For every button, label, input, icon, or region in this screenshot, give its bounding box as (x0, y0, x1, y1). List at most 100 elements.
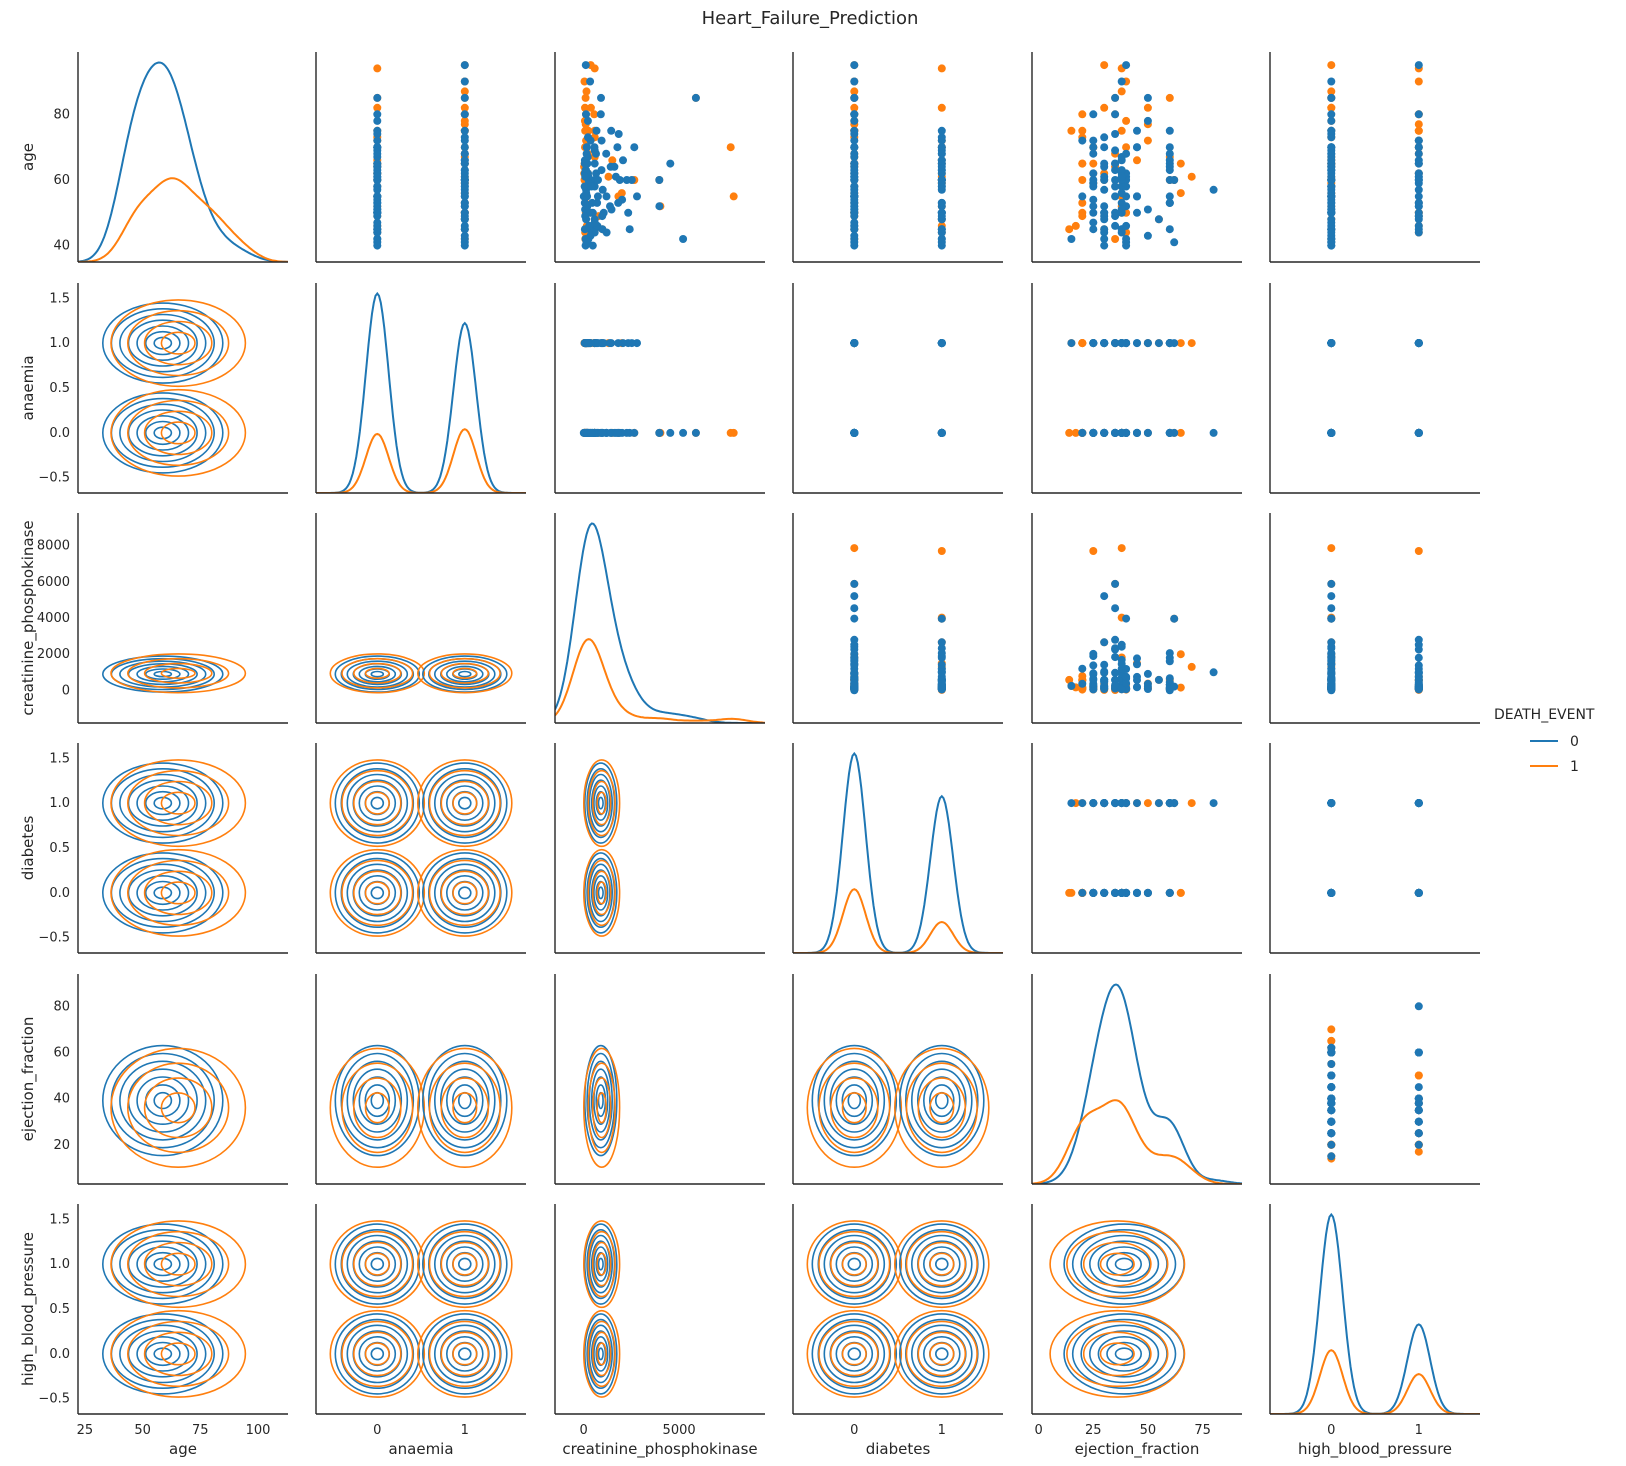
scatter-point-class-0 (614, 339, 623, 348)
contour-class-1 (1099, 1252, 1135, 1276)
scatter-point-class-0 (691, 93, 700, 102)
scatter-point-class-0 (1414, 212, 1423, 221)
scatter-point-class-0 (460, 198, 469, 207)
scatter-point-class-0 (1414, 339, 1423, 348)
contour-class-1 (596, 881, 608, 905)
contour-class-0 (583, 852, 618, 934)
contour-class-1 (452, 881, 478, 905)
scatter-point-class-0 (586, 77, 595, 86)
contour-class-1 (1082, 1241, 1152, 1287)
panel-content (1327, 61, 1423, 250)
contour-class-0 (102, 1313, 224, 1395)
contour-class-1 (364, 791, 390, 815)
contour-class-1 (596, 1252, 608, 1276)
contour-class-0 (102, 852, 224, 934)
scatter-point-class-0 (598, 339, 607, 348)
contour-class-0 (593, 875, 609, 911)
contour-class-1 (364, 667, 390, 679)
contour-class-0 (421, 1313, 508, 1395)
scatter-point-class-0 (583, 238, 592, 247)
x-tick-label: 1 (938, 1423, 946, 1438)
scatter-point-class-1 (1133, 156, 1141, 165)
contour-class-1 (160, 1342, 196, 1366)
scatter-point-class-0 (1143, 339, 1152, 348)
contour-class-1 (582, 1220, 621, 1309)
contour-class-0 (144, 420, 181, 446)
contour-class-1 (329, 1047, 426, 1169)
scatter-point-class-1 (1078, 176, 1087, 184)
scatter-point-class-1 (373, 64, 382, 73)
contour-class-1 (352, 662, 402, 684)
scatter-point-class-1 (1176, 888, 1185, 897)
scatter-point-class-0 (1111, 130, 1120, 138)
scatter-point-class-0 (850, 195, 859, 204)
scatter-point-class-0 (850, 339, 859, 348)
scatter-point-class-0 (597, 166, 606, 175)
scatter-point-class-0 (373, 212, 382, 221)
panel-content (582, 1220, 621, 1398)
scatter-point-class-0 (1414, 61, 1423, 70)
scatter-point-class-0 (1111, 110, 1120, 119)
contour-class-1 (352, 1241, 402, 1287)
panel-content (1065, 544, 1218, 695)
scatter-point-class-0 (1111, 212, 1120, 221)
scatter-point-class-0 (1100, 208, 1109, 217)
scatter-point-class-1 (586, 103, 595, 112)
scatter-point-class-0 (1111, 93, 1120, 102)
contour-class-0 (922, 1246, 961, 1283)
scatter-point-class-0 (1122, 679, 1131, 688)
scatter-point-class-0 (1078, 192, 1087, 201)
contour-class-0 (136, 785, 190, 822)
y-tick-label: 2000 (37, 647, 70, 662)
scatter-point-class-0 (588, 198, 597, 207)
scatter-point-class-0 (1327, 1129, 1336, 1138)
contour-class-1 (591, 1241, 612, 1287)
scatter-point-class-0 (1100, 668, 1109, 677)
scatter-point-class-0 (1111, 146, 1120, 155)
scatter-point-class-0 (655, 428, 664, 437)
contour-class-0 (1071, 1318, 1177, 1389)
scatter-point-class-0 (937, 212, 946, 221)
panel-diabetes-vs-age: −0.5 0.0 0.5 1.0 1.5 diabetes (19, 743, 288, 954)
contour-class-1 (428, 1230, 501, 1298)
scatter-point-class-0 (850, 668, 859, 677)
contour-class-1 (329, 848, 426, 937)
contour-class-0 (898, 1223, 985, 1305)
contour-class-1 (110, 388, 247, 477)
contour-class-0 (1088, 1240, 1160, 1288)
contour-class-1 (440, 1241, 490, 1287)
scatter-point-class-0 (1117, 655, 1126, 664)
scatter-point-class-0 (1089, 208, 1098, 217)
panel-content (373, 61, 469, 250)
panel-diabetes-vs-anaemia (315, 743, 526, 954)
panel-high_blood_pressure-vs-anaemia: 0 1 anaemia (315, 1204, 526, 1458)
scatter-point-class-0 (1327, 116, 1336, 125)
contour-class-0 (811, 1313, 898, 1395)
contour-class-1 (143, 870, 213, 916)
contour-class-0 (823, 1324, 886, 1384)
scatter-point-class-0 (373, 235, 382, 243)
scatter-point-class-0 (1089, 339, 1098, 348)
x-tick-label: 1 (1415, 1423, 1423, 1438)
scatter-point-class-0 (1414, 192, 1423, 201)
panel-age-vs-high_blood_pressure (1269, 52, 1480, 263)
contour-class-0 (102, 1044, 224, 1157)
x-tick-label: 0 (373, 1423, 381, 1438)
x-tick-label: 75 (1194, 1423, 1211, 1438)
contour-class-1 (126, 399, 230, 467)
y-tick-label: 0.0 (49, 886, 70, 901)
scatter-point-class-0 (1111, 339, 1120, 348)
scatter-point-class-0 (607, 205, 616, 214)
contour-class-1 (841, 1342, 867, 1366)
scatter-point-class-0 (460, 126, 469, 135)
scatter-point-class-0 (583, 116, 592, 125)
y-tick-label: −0.5 (38, 1392, 70, 1407)
scatter-point-class-0 (850, 126, 859, 135)
contour-class-0 (334, 1313, 421, 1395)
contour-class-1 (591, 870, 612, 916)
contour-class-0 (445, 1336, 484, 1372)
panel-content (579, 61, 738, 250)
scatter-point-class-1 (1187, 799, 1196, 808)
scatter-point-class-0 (937, 176, 946, 184)
panel-content (582, 1044, 621, 1169)
